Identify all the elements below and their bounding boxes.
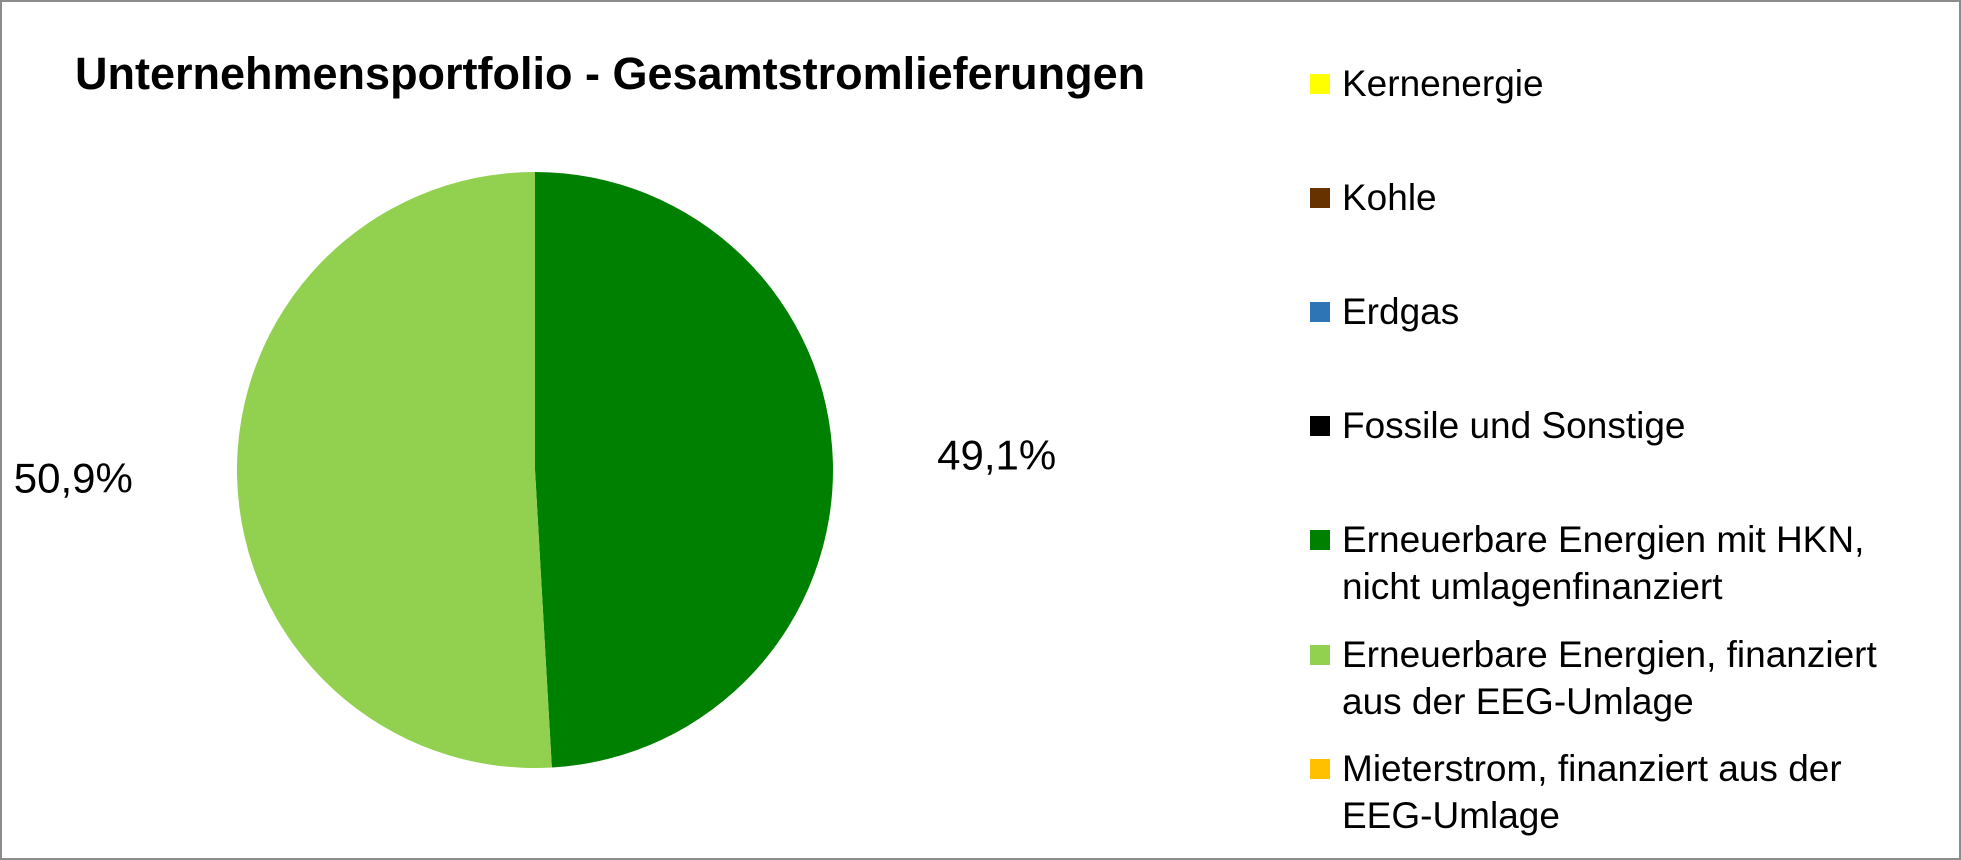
legend-label: Fossile und Sonstige — [1342, 405, 1686, 446]
data-label: 49,1% — [937, 432, 1056, 479]
legend-swatch — [1310, 645, 1330, 665]
legend-swatch — [1310, 74, 1330, 94]
legend-swatch — [1310, 530, 1330, 550]
pie-slice — [535, 172, 834, 768]
legend-swatch — [1310, 416, 1330, 436]
data-label: 50,9% — [14, 454, 133, 501]
legend-item: Erdgas — [1310, 288, 1910, 335]
pie-slice — [237, 172, 552, 768]
legend-item: Mieterstrom, finanziert aus der EEG-Umla… — [1310, 745, 1910, 839]
legend-item: Erneuerbare Energien, finanziert aus der… — [1310, 631, 1910, 725]
legend-label: Erneuerbare Energien mit HKN, nicht umla… — [1342, 519, 1865, 607]
legend-label: Kohle — [1342, 177, 1437, 218]
legend-label: Mieterstrom, finanziert aus der EEG-Umla… — [1342, 748, 1842, 836]
legend-item: Kernenergie — [1310, 60, 1910, 107]
legend-swatch — [1310, 759, 1330, 779]
legend-label: Erdgas — [1342, 291, 1460, 332]
legend-label: Erneuerbare Energien, finanziert aus der… — [1342, 634, 1877, 722]
legend-swatch — [1310, 302, 1330, 322]
legend-item: Erneuerbare Energien mit HKN, nicht umla… — [1310, 516, 1910, 610]
legend-item: Kohle — [1310, 174, 1910, 221]
legend-label: Kernenergie — [1342, 63, 1544, 104]
legend-item: Fossile und Sonstige — [1310, 402, 1910, 449]
chart-title: Unternehmensportfolio - Gesamtstromliefe… — [75, 48, 1145, 99]
legend-swatch — [1310, 188, 1330, 208]
